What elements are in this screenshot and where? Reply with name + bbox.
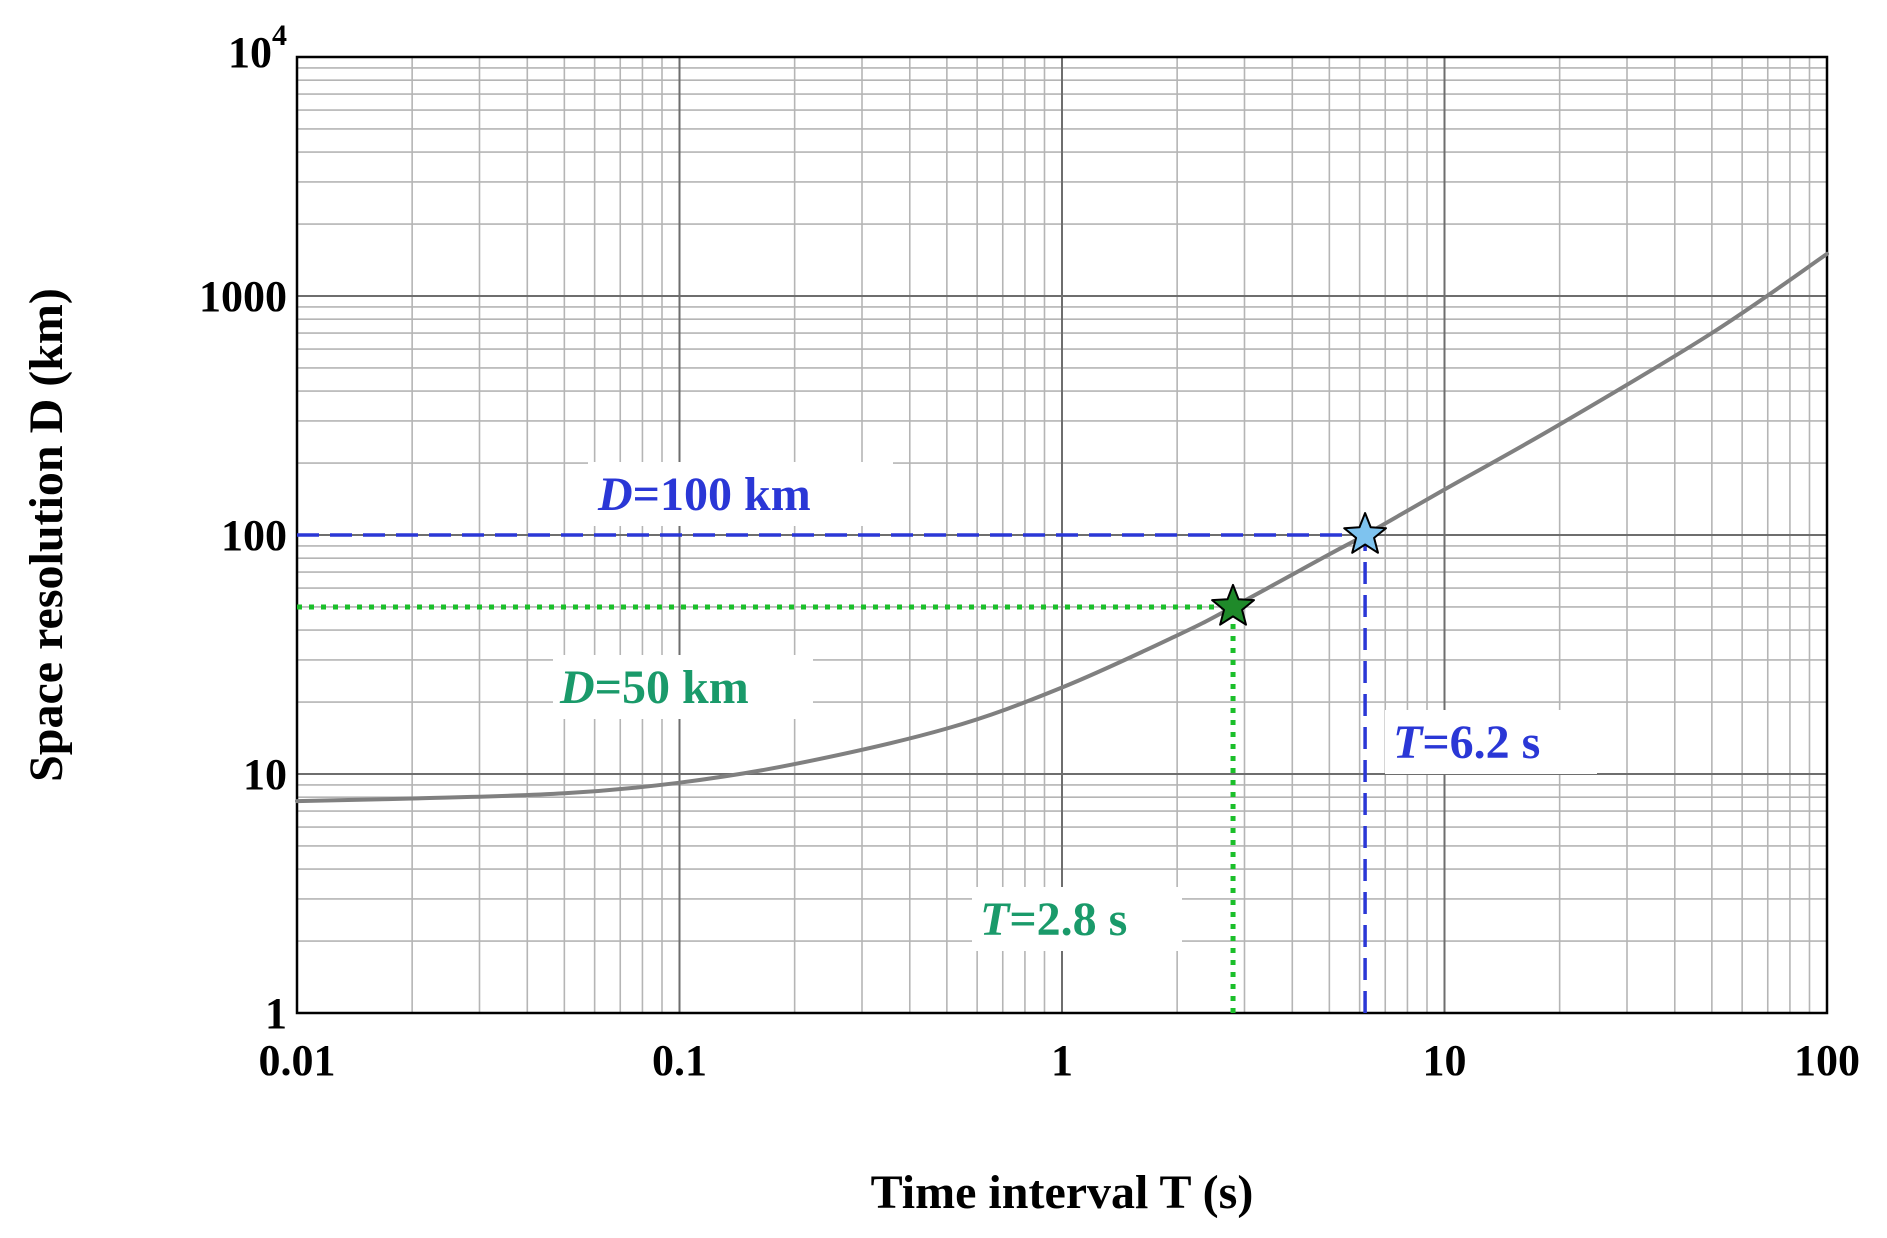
annotation-d100: D=100 km [597,468,811,521]
marker-star-green [1211,583,1255,626]
annotation-t62: T=6.2 s [1393,716,1540,769]
annotation-t62-text: =6.2 s [1422,716,1540,769]
annotation-t28-var: T [980,893,1011,946]
x-tick-label: 1 [1051,1036,1073,1085]
x-tick-label: 0.1 [652,1036,707,1085]
y-tick-label: 1 [265,989,287,1038]
y-axis-title: Space resolution D (km) [20,288,73,782]
y-tick-label: 1000 [199,272,287,321]
y-tick-label-exp: 4 [272,19,287,52]
annotation-d100-var: D [597,468,633,521]
y-tick-label: 10 [243,750,287,799]
ann-t62-box [1385,710,1597,774]
annotation-d50-text: =50 km [595,661,749,714]
annotation-d100-text: =100 km [633,468,811,521]
series-layer [295,251,1829,804]
annotation-t28: T=2.8 s [980,893,1127,946]
y-tick-label-base: 10 [228,28,272,77]
y-tick-label: 104 [228,19,287,77]
y-tick-label: 100 [221,511,287,560]
x-tick-label: 10 [1423,1036,1467,1085]
x-axis-title: Time interval T (s) [871,1166,1254,1219]
annotation-t62-var: T [1393,716,1424,769]
series-line-0 [295,251,1829,804]
reference-lines [297,533,1367,1013]
annotation-d50-var: D [559,661,595,714]
annotation-t28-text: =2.8 s [1009,893,1127,946]
x-tick-label: 0.01 [259,1036,336,1085]
marker-star-blue [1343,512,1387,554]
marker-layer [1211,512,1387,626]
ann-t28-box [972,887,1182,951]
x-tick-label: 100 [1794,1036,1860,1085]
annotation-d50: D=50 km [559,661,749,714]
ann-d50-box [553,655,813,719]
annotation-layer: D=100 km D=50 km T=6.2 s T=2.8 s [553,462,1597,951]
ann-d100-box [588,462,893,526]
